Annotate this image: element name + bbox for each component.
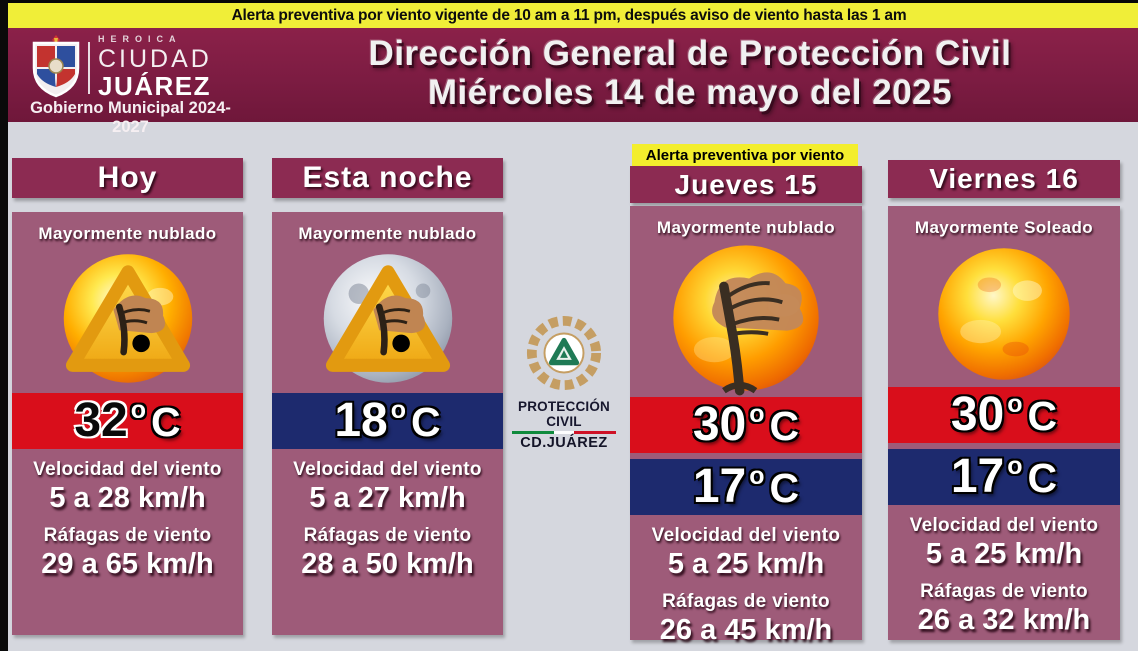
gust-label: Ráfagas de viento	[920, 581, 1088, 602]
wind-speed-value: 5 a 28 km/h	[49, 482, 206, 514]
temp-unit: C	[151, 399, 181, 445]
wordmark-juarez: JUÁREZ	[98, 71, 212, 101]
high-temp-value: 32	[74, 394, 128, 447]
gust-label: Ráfagas de viento	[303, 525, 472, 546]
temp-unit: C	[411, 399, 441, 445]
cd-juarez-label: CD.JUÁREZ	[520, 435, 608, 451]
wordmark-heroica: HEROICA	[98, 34, 182, 44]
low-temp-band: 18 o C	[272, 393, 503, 449]
low-temp-value: 17	[950, 450, 1005, 503]
condition-text: Mayormente nublado	[38, 224, 217, 243]
page-title-line2: Miércoles 14 de mayo del 2025	[427, 73, 953, 112]
gust-value: 26 a 45 km/h	[659, 614, 833, 646]
tricolor-green	[512, 431, 554, 434]
wordmark-ciudad: CIUDAD	[98, 45, 212, 73]
degree-symbol: o	[749, 400, 765, 428]
card-header-hoy: Hoy	[12, 158, 243, 198]
top-alert-banner: Alerta preventiva por viento vigente de …	[0, 3, 1138, 28]
low-temp-value: 17	[692, 460, 747, 513]
forecast-card-esta-noche: Mayormente nublado 18 o C Velocid	[272, 212, 503, 635]
degree-symbol: o	[390, 396, 407, 424]
high-temp-value: 30	[950, 388, 1005, 441]
gust-label: Ráfagas de viento	[43, 525, 212, 546]
proteccion-civil-emblem-icon	[526, 315, 602, 391]
mexico-tricolor-rule	[512, 431, 616, 434]
tricolor-red	[574, 431, 616, 434]
top-alert-text: Alerta preventiva por viento vigente de …	[231, 6, 907, 24]
sun-wind-warning-icon	[63, 254, 192, 383]
forecast-card-jueves-15: Mayormente nublado 30 o C 17 o C Velocid	[630, 206, 862, 646]
temp-unit: C	[1027, 455, 1058, 501]
sun-wind-tree-icon	[673, 245, 819, 396]
condition-text: Mayormente nublado	[298, 224, 477, 243]
wind-speed-value: 5 a 27 km/h	[309, 482, 466, 514]
gust-value: 29 a 65 km/h	[41, 548, 214, 580]
degree-symbol: o	[130, 396, 147, 424]
forecast-card-viernes-16: Mayormente Soleado 30 o C 17 o C Velocid…	[888, 206, 1120, 640]
gust-value: 26 a 32 km/h	[917, 604, 1091, 636]
city-coat-of-arms-icon	[32, 35, 80, 98]
temp-unit: C	[769, 403, 800, 449]
card-header-esta-noche: Esta noche	[272, 158, 503, 198]
government-caption: Gobierno Municipal 2024-2027	[30, 99, 231, 136]
wind-speed-label: Velocidad del viento	[651, 525, 841, 546]
page-title-line1: Dirección General de Protección Civil	[368, 34, 1012, 73]
condition-text: Mayormente nublado	[656, 218, 836, 237]
wind-speed-value: 5 a 25 km/h	[925, 538, 1083, 570]
degree-symbol: o	[1007, 390, 1023, 418]
wind-alert-badge: Alerta preventiva por viento	[632, 144, 858, 166]
gust-value: 28 a 50 km/h	[301, 548, 474, 580]
logo-divider	[88, 42, 90, 94]
wind-speed-label: Velocidad del viento	[33, 459, 222, 480]
moon-wind-warning-icon	[323, 254, 452, 383]
low-temp-band: 17 o C	[630, 459, 862, 515]
low-temp-band: 17 o C	[888, 449, 1120, 505]
proteccion-civil-label: PROTECCIÓN CIVIL	[517, 399, 610, 429]
high-temp-value: 30	[692, 398, 747, 451]
low-temp-value: 18	[334, 394, 388, 447]
forecast-card-hoy: Mayormente nublado 32 o C Velocidad de	[12, 212, 243, 635]
temp-unit: C	[1027, 393, 1058, 439]
header: HEROICA CIUDAD JUÁREZ Gobierno Municipal…	[0, 28, 1138, 136]
high-temp-band: 32 o C	[12, 393, 243, 449]
proteccion-civil-logo: PROTECCIÓN CIVIL CD.JUÁREZ	[504, 314, 624, 451]
tricolor-white	[553, 431, 575, 434]
high-temp-band: 30 o C	[630, 397, 862, 453]
gust-label: Ráfagas de viento	[662, 591, 830, 612]
degree-symbol: o	[749, 462, 765, 490]
top-border	[0, 0, 1138, 3]
wind-speed-label: Velocidad del viento	[293, 459, 482, 480]
city-wordmark: HEROICA CIUDAD JUÁREZ	[98, 34, 212, 101]
wind-speed-label: Velocidad del viento	[909, 515, 1099, 536]
degree-symbol: o	[1007, 452, 1023, 480]
page-title: Dirección General de Protección Civil Mi…	[252, 34, 1128, 112]
card-header-jueves-15: Jueves 15	[630, 166, 862, 203]
left-frame-border	[0, 0, 8, 651]
sun-icon	[938, 248, 1070, 380]
temp-unit: C	[769, 465, 800, 511]
card-header-viernes-16: Viernes 16	[888, 160, 1120, 198]
wind-speed-value: 5 a 25 km/h	[667, 548, 825, 580]
condition-text: Mayormente Soleado	[914, 218, 1094, 237]
high-temp-band: 30 o C	[888, 387, 1120, 443]
